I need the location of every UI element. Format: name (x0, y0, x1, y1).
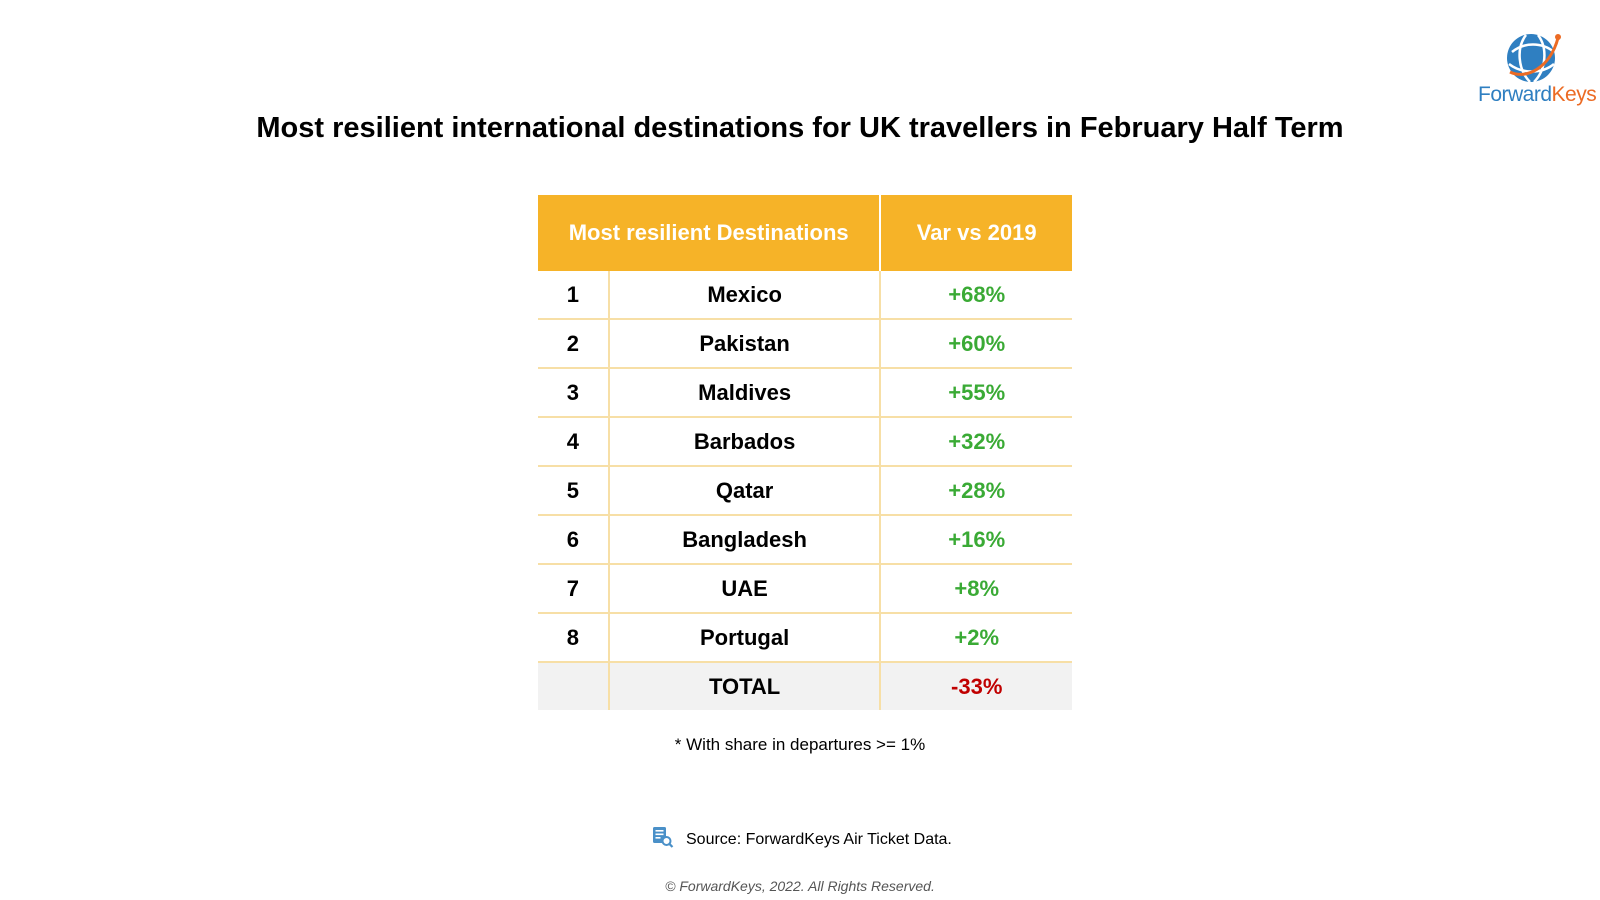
row-destination: Portugal (608, 613, 882, 663)
table-row: 5 Qatar +28% (538, 466, 1072, 516)
row-destination: UAE (608, 564, 882, 614)
row-rank: 8 (538, 613, 610, 663)
row-rank: 1 (538, 271, 610, 320)
row-destination: Pakistan (608, 319, 882, 369)
row-rank: 5 (538, 466, 610, 516)
table-row: 4 Barbados +32% (538, 417, 1072, 467)
source-text: Source: ForwardKeys Air Ticket Data. (686, 830, 952, 848)
row-destination: Qatar (608, 466, 882, 516)
row-variation: +60% (880, 319, 1072, 369)
page-title: Most resilient international destination… (256, 112, 1344, 144)
row-variation: +55% (880, 368, 1072, 418)
row-rank: 4 (538, 417, 610, 467)
row-destination: Barbados (608, 417, 882, 467)
total-variation: -33% (880, 662, 1072, 710)
row-rank: 2 (538, 319, 610, 369)
table-row: 3 Maldives +55% (538, 368, 1072, 418)
table-row: 6 Bangladesh +16% (538, 515, 1072, 565)
table-row: 2 Pakistan +60% (538, 319, 1072, 369)
total-label: TOTAL (608, 662, 882, 710)
destinations-table: Most resilient Destinations Var vs 2019 … (538, 195, 1072, 710)
table-row: 1 Mexico +68% (538, 271, 1072, 320)
table-header-row: Most resilient Destinations Var vs 2019 (538, 195, 1072, 271)
total-rank (538, 662, 610, 710)
row-rank: 7 (538, 564, 610, 614)
forwardkeys-logo: ForwardKeys (1478, 28, 1597, 118)
row-variation: +2% (880, 613, 1072, 663)
row-rank: 6 (538, 515, 610, 565)
table-row: 8 Portugal +2% (538, 613, 1072, 663)
row-destination: Maldives (608, 368, 882, 418)
row-variation: +32% (880, 417, 1072, 467)
source-line: Source: ForwardKeys Air Ticket Data. (652, 826, 952, 853)
table-row: 7 UAE +8% (538, 564, 1072, 614)
row-destination: Bangladesh (608, 515, 882, 565)
logo-wordmark: ForwardKeys (1478, 83, 1597, 106)
header-destinations: Most resilient Destinations (538, 195, 882, 271)
row-variation: +8% (880, 564, 1072, 614)
row-variation: +28% (880, 466, 1072, 516)
row-rank: 3 (538, 368, 610, 418)
row-variation: +68% (880, 271, 1072, 320)
header-var-vs-2019: Var vs 2019 (880, 195, 1072, 271)
globe-logo-icon (1507, 34, 1561, 83)
row-variation: +16% (880, 515, 1072, 565)
copyright: © ForwardKeys, 2022. All Rights Reserved… (665, 878, 935, 894)
row-destination: Mexico (608, 271, 882, 320)
table-total-row: TOTAL -33% (538, 662, 1072, 710)
document-search-icon (652, 826, 674, 853)
footnote: * With share in departures >= 1% (674, 735, 926, 754)
